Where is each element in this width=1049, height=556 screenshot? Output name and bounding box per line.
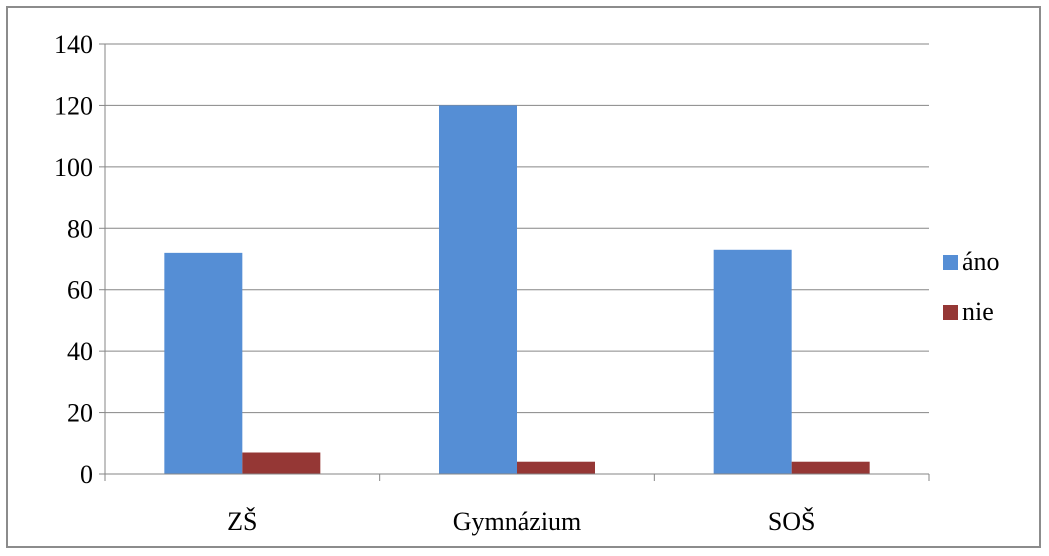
y-tick-label: 120 <box>54 91 93 120</box>
y-tick-label: 0 <box>80 460 93 489</box>
x-tick-labels: ZŠ Gymnázium SOŠ <box>227 507 815 536</box>
chart-frame: 0 20 40 60 80 100 120 140 ZŠ Gymnázium SOŠ áno nie <box>6 6 1041 548</box>
y-tick-label: 80 <box>67 214 93 243</box>
y-tick-labels: 0 20 40 60 80 100 120 140 <box>54 30 93 489</box>
x-tick-label: ZŠ <box>227 507 257 536</box>
bar-áno-ZŠ <box>164 252 243 474</box>
bar-áno-Gymnázium <box>439 105 517 474</box>
bar-nie-SOŠ <box>791 461 870 474</box>
legend-swatch <box>943 305 958 320</box>
axes <box>99 43 930 481</box>
x-tick-label: Gymnázium <box>453 507 582 536</box>
legend-swatch <box>943 255 958 270</box>
y-tick-label: 100 <box>54 153 93 182</box>
bar-áno-SOŠ <box>713 249 792 474</box>
bar-nie-Gymnázium <box>517 461 595 474</box>
y-tick-label: 40 <box>67 337 93 366</box>
bars <box>164 105 870 474</box>
legend: áno nie <box>943 247 1000 326</box>
legend-label: nie <box>962 297 994 326</box>
legend-label: áno <box>962 247 1000 276</box>
y-tick-label: 140 <box>54 30 93 59</box>
y-tick-label: 20 <box>67 399 93 428</box>
y-tick-label: 60 <box>67 276 93 305</box>
x-tick-label: SOŠ <box>768 507 816 536</box>
bar-nie-ZŠ <box>242 452 321 474</box>
bar-chart: 0 20 40 60 80 100 120 140 ZŠ Gymnázium SOŠ áno nie <box>54 30 1000 536</box>
